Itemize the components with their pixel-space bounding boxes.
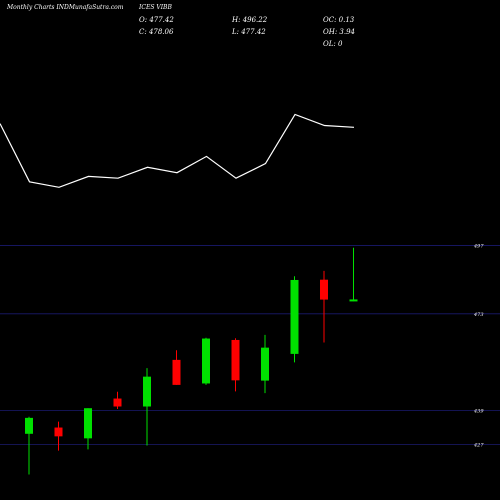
candle-body	[290, 279, 299, 354]
y-tick-label: 497	[473, 244, 484, 250]
symbol-label: ICES VIBB	[138, 4, 172, 11]
candle-body	[84, 408, 92, 439]
candle-body	[54, 427, 63, 437]
ol-value: OL: 0	[323, 40, 343, 48]
site-label: Monthly Charts INDMunafaSutra.com	[6, 4, 124, 11]
open-value: O: 477.42	[139, 16, 174, 24]
price-gridlines: 427 439 473 497	[0, 244, 500, 449]
candle-body	[320, 279, 328, 300]
candlestick-plot	[25, 247, 358, 475]
candle-body	[231, 339, 240, 381]
candle-body	[261, 347, 269, 381]
low-value: L: 477.42	[231, 28, 266, 36]
candle-body	[113, 398, 122, 407]
high-value: H: 496.22	[231, 16, 268, 24]
close-value: C: 478.06	[139, 28, 174, 36]
indicator-line	[0, 113, 355, 188]
y-tick-label: 427	[473, 443, 484, 449]
candle-body	[143, 376, 151, 407]
candle-body	[349, 299, 358, 302]
y-tick-label: 439	[473, 408, 484, 414]
candle-body	[202, 338, 210, 384]
candle-body	[25, 417, 33, 434]
indicator-line-plot	[0, 113, 355, 188]
oc-value: OC: 0.13	[323, 16, 355, 24]
candle-body	[172, 359, 181, 385]
y-tick-label: 473	[473, 312, 484, 318]
oh-value: OH: 3.94	[323, 28, 355, 36]
